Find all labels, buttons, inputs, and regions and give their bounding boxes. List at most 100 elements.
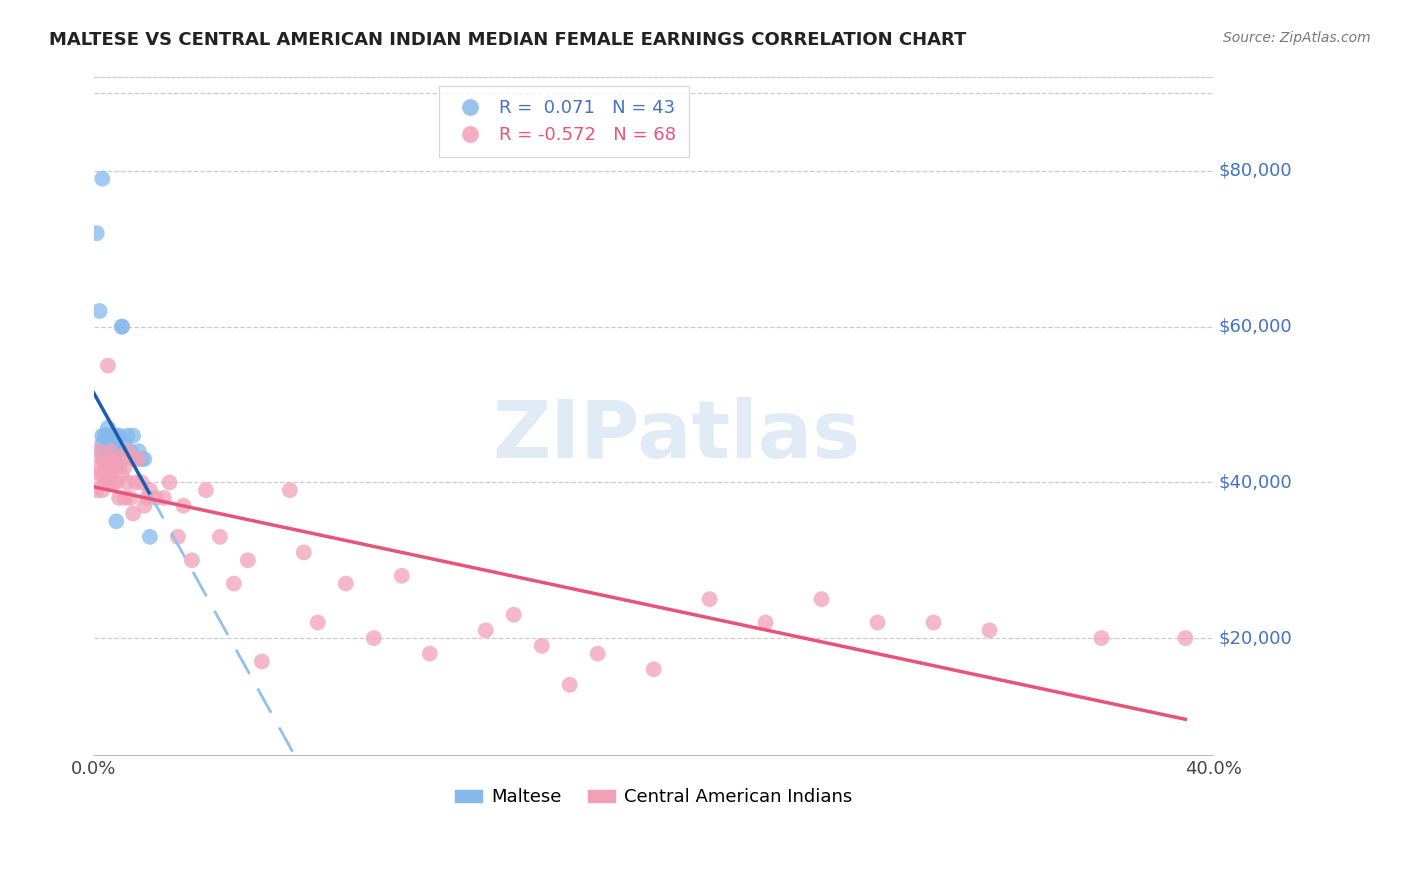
Point — [100, 428, 122, 442]
Point — [128, 444, 150, 458]
Point — [96, 459, 118, 474]
Point — [114, 459, 136, 474]
Point — [89, 304, 111, 318]
Point — [86, 226, 108, 240]
Point — [103, 459, 125, 474]
Point — [86, 483, 108, 497]
Point — [134, 499, 156, 513]
Point — [586, 647, 609, 661]
Point — [502, 607, 524, 622]
Point — [89, 467, 111, 482]
Point — [307, 615, 329, 630]
Point — [122, 507, 145, 521]
Point — [103, 436, 125, 450]
Point — [100, 452, 122, 467]
Point — [103, 452, 125, 467]
Point — [97, 421, 120, 435]
Point — [108, 491, 131, 505]
Point — [755, 615, 778, 630]
Point — [139, 530, 162, 544]
Point — [180, 553, 202, 567]
Point — [1174, 631, 1197, 645]
Point — [114, 491, 136, 505]
Point — [278, 483, 301, 497]
Point — [94, 459, 117, 474]
Point — [1090, 631, 1112, 645]
Point — [292, 545, 315, 559]
Point — [114, 436, 136, 450]
Point — [91, 428, 114, 442]
Text: MALTESE VS CENTRAL AMERICAN INDIAN MEDIAN FEMALE EARNINGS CORRELATION CHART: MALTESE VS CENTRAL AMERICAN INDIAN MEDIA… — [49, 31, 966, 49]
Point — [866, 615, 889, 630]
Point — [105, 444, 128, 458]
Point — [111, 319, 134, 334]
Point — [94, 475, 117, 490]
Point — [89, 444, 111, 458]
Point — [131, 452, 153, 467]
Point — [100, 436, 122, 450]
Point — [105, 452, 128, 467]
Point — [100, 444, 122, 458]
Point — [105, 428, 128, 442]
Point — [117, 444, 139, 458]
Point — [979, 624, 1001, 638]
Point — [474, 624, 496, 638]
Legend: Maltese, Central American Indians: Maltese, Central American Indians — [447, 781, 860, 814]
Point — [108, 428, 131, 442]
Point — [97, 452, 120, 467]
Point — [97, 452, 120, 467]
Point — [363, 631, 385, 645]
Point — [128, 452, 150, 467]
Point — [105, 475, 128, 490]
Point — [97, 428, 120, 442]
Point — [120, 491, 142, 505]
Point — [111, 319, 134, 334]
Point — [419, 647, 441, 661]
Point — [120, 444, 142, 458]
Point — [236, 553, 259, 567]
Point — [108, 459, 131, 474]
Point — [91, 171, 114, 186]
Point — [91, 483, 114, 497]
Point — [530, 639, 553, 653]
Point — [108, 444, 131, 458]
Point — [134, 452, 156, 467]
Point — [111, 467, 134, 482]
Point — [810, 592, 832, 607]
Text: $40,000: $40,000 — [1219, 474, 1292, 491]
Point — [97, 359, 120, 373]
Point — [117, 475, 139, 490]
Point — [100, 459, 122, 474]
Point — [391, 569, 413, 583]
Point — [97, 444, 120, 458]
Point — [139, 483, 162, 497]
Point — [117, 428, 139, 442]
Point — [153, 491, 176, 505]
Point — [103, 475, 125, 490]
Point — [97, 436, 120, 450]
Text: $20,000: $20,000 — [1219, 629, 1292, 647]
Point — [91, 452, 114, 467]
Point — [131, 475, 153, 490]
Point — [103, 444, 125, 458]
Point — [922, 615, 945, 630]
Point — [100, 444, 122, 458]
Point — [335, 576, 357, 591]
Point — [91, 436, 114, 450]
Point — [125, 475, 148, 490]
Point — [136, 491, 159, 505]
Point — [105, 514, 128, 528]
Text: Source: ZipAtlas.com: Source: ZipAtlas.com — [1223, 31, 1371, 45]
Text: $60,000: $60,000 — [1219, 318, 1292, 335]
Point — [100, 459, 122, 474]
Text: ZIPatlas: ZIPatlas — [492, 398, 860, 475]
Point — [643, 662, 665, 676]
Point — [159, 475, 181, 490]
Point — [122, 428, 145, 442]
Text: $80,000: $80,000 — [1219, 161, 1292, 180]
Point — [86, 459, 108, 474]
Point — [208, 530, 231, 544]
Point — [194, 483, 217, 497]
Point — [167, 530, 190, 544]
Point — [94, 428, 117, 442]
